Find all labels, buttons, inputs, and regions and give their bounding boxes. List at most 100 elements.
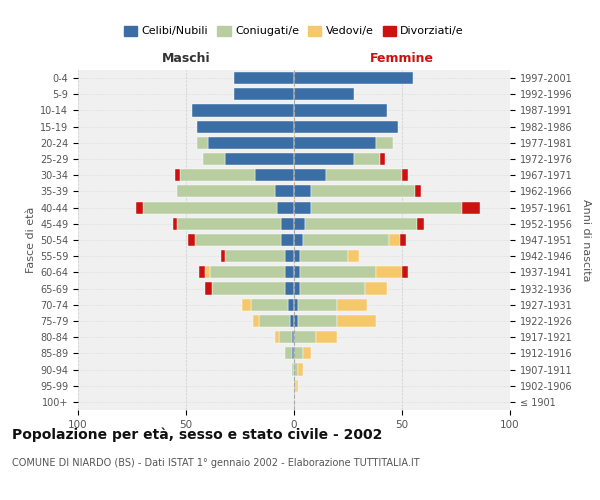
Bar xyxy=(225,250,286,262)
Bar xyxy=(298,298,337,311)
Bar xyxy=(337,315,376,327)
Bar xyxy=(281,218,294,230)
Bar xyxy=(287,298,294,311)
Bar xyxy=(294,315,298,327)
Bar xyxy=(221,250,225,262)
Bar xyxy=(294,120,398,132)
Bar xyxy=(197,137,208,149)
Bar xyxy=(251,298,287,311)
Bar xyxy=(294,298,298,311)
Bar xyxy=(203,153,225,165)
Y-axis label: Anni di nascita: Anni di nascita xyxy=(581,198,590,281)
Bar xyxy=(286,282,294,294)
Bar xyxy=(305,218,417,230)
Bar xyxy=(294,218,305,230)
Bar xyxy=(365,282,387,294)
Bar xyxy=(294,331,316,343)
Bar xyxy=(311,202,463,213)
Bar xyxy=(286,250,294,262)
Bar xyxy=(275,186,294,198)
Bar xyxy=(179,169,255,181)
Bar xyxy=(294,250,301,262)
Bar xyxy=(279,331,292,343)
Bar xyxy=(301,282,365,294)
Bar xyxy=(294,202,311,213)
Bar xyxy=(294,137,376,149)
Bar xyxy=(294,169,326,181)
Bar xyxy=(143,202,277,213)
Bar xyxy=(402,169,409,181)
Bar xyxy=(275,331,279,343)
Bar xyxy=(199,266,205,278)
Bar xyxy=(259,315,290,327)
Bar xyxy=(286,266,294,278)
Bar xyxy=(233,88,294,101)
Bar xyxy=(173,218,178,230)
Bar xyxy=(294,88,355,101)
Bar xyxy=(205,266,210,278)
Bar xyxy=(311,186,415,198)
Bar xyxy=(292,364,294,376)
Bar xyxy=(210,266,286,278)
Bar xyxy=(316,331,337,343)
Bar xyxy=(178,186,275,198)
Text: COMUNE DI NIARDO (BS) - Dati ISTAT 1° gennaio 2002 - Elaborazione TUTTITALIA.IT: COMUNE DI NIARDO (BS) - Dati ISTAT 1° ge… xyxy=(12,458,419,468)
Bar xyxy=(415,186,421,198)
Bar xyxy=(348,250,359,262)
Bar xyxy=(233,72,294,84)
Bar xyxy=(298,315,337,327)
Bar xyxy=(294,380,296,392)
Bar xyxy=(277,202,294,213)
Bar xyxy=(136,202,143,213)
Bar xyxy=(290,315,294,327)
Bar xyxy=(242,298,251,311)
Bar xyxy=(292,331,294,343)
Bar xyxy=(178,218,281,230)
Bar xyxy=(175,169,179,181)
Bar xyxy=(380,153,385,165)
Bar xyxy=(294,266,301,278)
Bar xyxy=(402,266,409,278)
Bar xyxy=(294,364,298,376)
Bar xyxy=(292,348,294,360)
Bar xyxy=(253,315,259,327)
Bar xyxy=(337,298,367,311)
Bar xyxy=(197,120,294,132)
Text: Maschi: Maschi xyxy=(161,52,211,65)
Bar xyxy=(281,234,294,246)
Bar xyxy=(298,364,302,376)
Bar xyxy=(208,137,294,149)
Bar xyxy=(294,72,413,84)
Bar xyxy=(294,282,301,294)
Y-axis label: Fasce di età: Fasce di età xyxy=(26,207,36,273)
Bar xyxy=(212,282,286,294)
Bar xyxy=(417,218,424,230)
Bar xyxy=(296,380,298,392)
Bar xyxy=(389,234,400,246)
Bar xyxy=(302,348,311,360)
Bar xyxy=(294,186,311,198)
Bar xyxy=(255,169,294,181)
Bar xyxy=(193,104,294,117)
Bar xyxy=(376,137,394,149)
Bar xyxy=(205,282,212,294)
Bar xyxy=(194,234,281,246)
Bar xyxy=(294,234,302,246)
Bar xyxy=(188,234,194,246)
Bar xyxy=(301,250,348,262)
Bar xyxy=(376,266,402,278)
Bar xyxy=(286,348,292,360)
Bar xyxy=(225,153,294,165)
Bar xyxy=(355,153,380,165)
Bar xyxy=(294,153,355,165)
Bar xyxy=(400,234,406,246)
Bar xyxy=(301,266,376,278)
Text: Femmine: Femmine xyxy=(370,52,434,65)
Bar xyxy=(326,169,402,181)
Bar xyxy=(463,202,480,213)
Text: Popolazione per età, sesso e stato civile - 2002: Popolazione per età, sesso e stato civil… xyxy=(12,428,382,442)
Bar xyxy=(294,348,302,360)
Bar xyxy=(294,104,387,117)
Bar xyxy=(302,234,389,246)
Legend: Celibi/Nubili, Coniugati/e, Vedovi/e, Divorziati/e: Celibi/Nubili, Coniugati/e, Vedovi/e, Di… xyxy=(119,21,469,41)
